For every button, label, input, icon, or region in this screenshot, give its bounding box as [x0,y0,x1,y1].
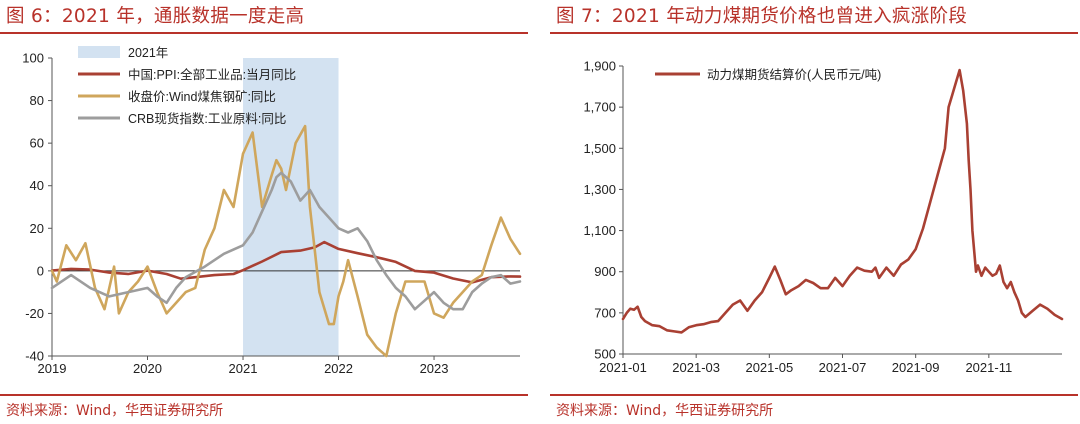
x-tick-label: 2022 [324,361,353,376]
y-tick-label: 1,100 [583,223,616,238]
x-tick-label: 2021-09 [892,360,940,375]
x-tick-label: 2021-01 [599,360,647,375]
figure-7-title-rule [550,32,1078,34]
legend-label-1: 中国:PPI:全部工业品:当月同比 [128,67,296,82]
x-tick-label: 2021-11 [965,360,1012,375]
x-tick-label: 2021-07 [819,360,867,375]
y-tick-label: 1,300 [583,182,616,197]
x-tick-label: 2020 [133,361,162,376]
y-tick-label: 40 [30,178,44,193]
x-tick-label: 2021 [229,361,258,376]
figure-7-title: 图 7：2021 年动力煤期货价格也曾进入疯涨阶段 [556,6,968,27]
y-tick-label: 80 [30,93,44,108]
series-line-1 [621,68,1064,334]
y-tick-label: -40 [25,349,44,364]
figure-7-chart: 1,9001,7001,5001,3001,1009007005002021-0… [583,59,1064,375]
figure-6-source: 资料来源：Wind，华西证券研究所 [6,403,224,419]
series-line-3 [50,171,522,311]
figure-6-title: 图 6：2021 年，通胀数据一度走高 [6,6,305,27]
y-tick-label: 1,700 [583,100,616,115]
x-tick-label: 2019 [38,361,67,376]
y-tick-label: 500 [594,347,616,362]
y-tick-label: 20 [30,221,44,236]
series-line-2 [50,124,522,358]
y-tick-label: 60 [30,136,44,151]
legend-label-2: 收盘价:Wind煤焦钢矿:同比 [128,89,276,104]
legend-label-3: CRB现货指数:工业原料:同比 [128,111,286,126]
y-tick-label: 1,900 [583,59,616,74]
legend-swatch-shaded [78,46,120,58]
series-line-1 [50,240,522,284]
figure-7-source-rule [550,394,1078,396]
figure-6-title-rule [0,32,528,34]
x-tick-label: 2021-03 [672,360,720,375]
legend-label-shaded: 2021年 [128,46,168,60]
y-tick-label: 900 [594,264,616,279]
figure-7-source: 资料来源：Wind，华西证券研究所 [556,403,774,419]
y-tick-label: 100 [22,51,44,66]
y-tick-label: 700 [594,305,616,320]
y-tick-label: 0 [37,263,44,278]
y-tick-label: -20 [25,306,44,321]
y-tick-label: 1,500 [583,141,616,156]
figure-6-panel: 图 6：2021 年，通胀数据一度走高 100 80 60 40 20 0 -20 -40 20… [0,0,528,424]
figure-7-panel: 图 7：2021 年动力煤期货价格也曾进入疯涨阶段 1,900 1,700 1,50… [550,0,1078,424]
x-tick-label: 2021-05 [745,360,793,375]
figure-6-source-rule [0,394,528,396]
x-tick-label: 2023 [420,361,449,376]
legend-label-1: 动力煤期货结算价(人民币元/吨) [707,67,881,82]
